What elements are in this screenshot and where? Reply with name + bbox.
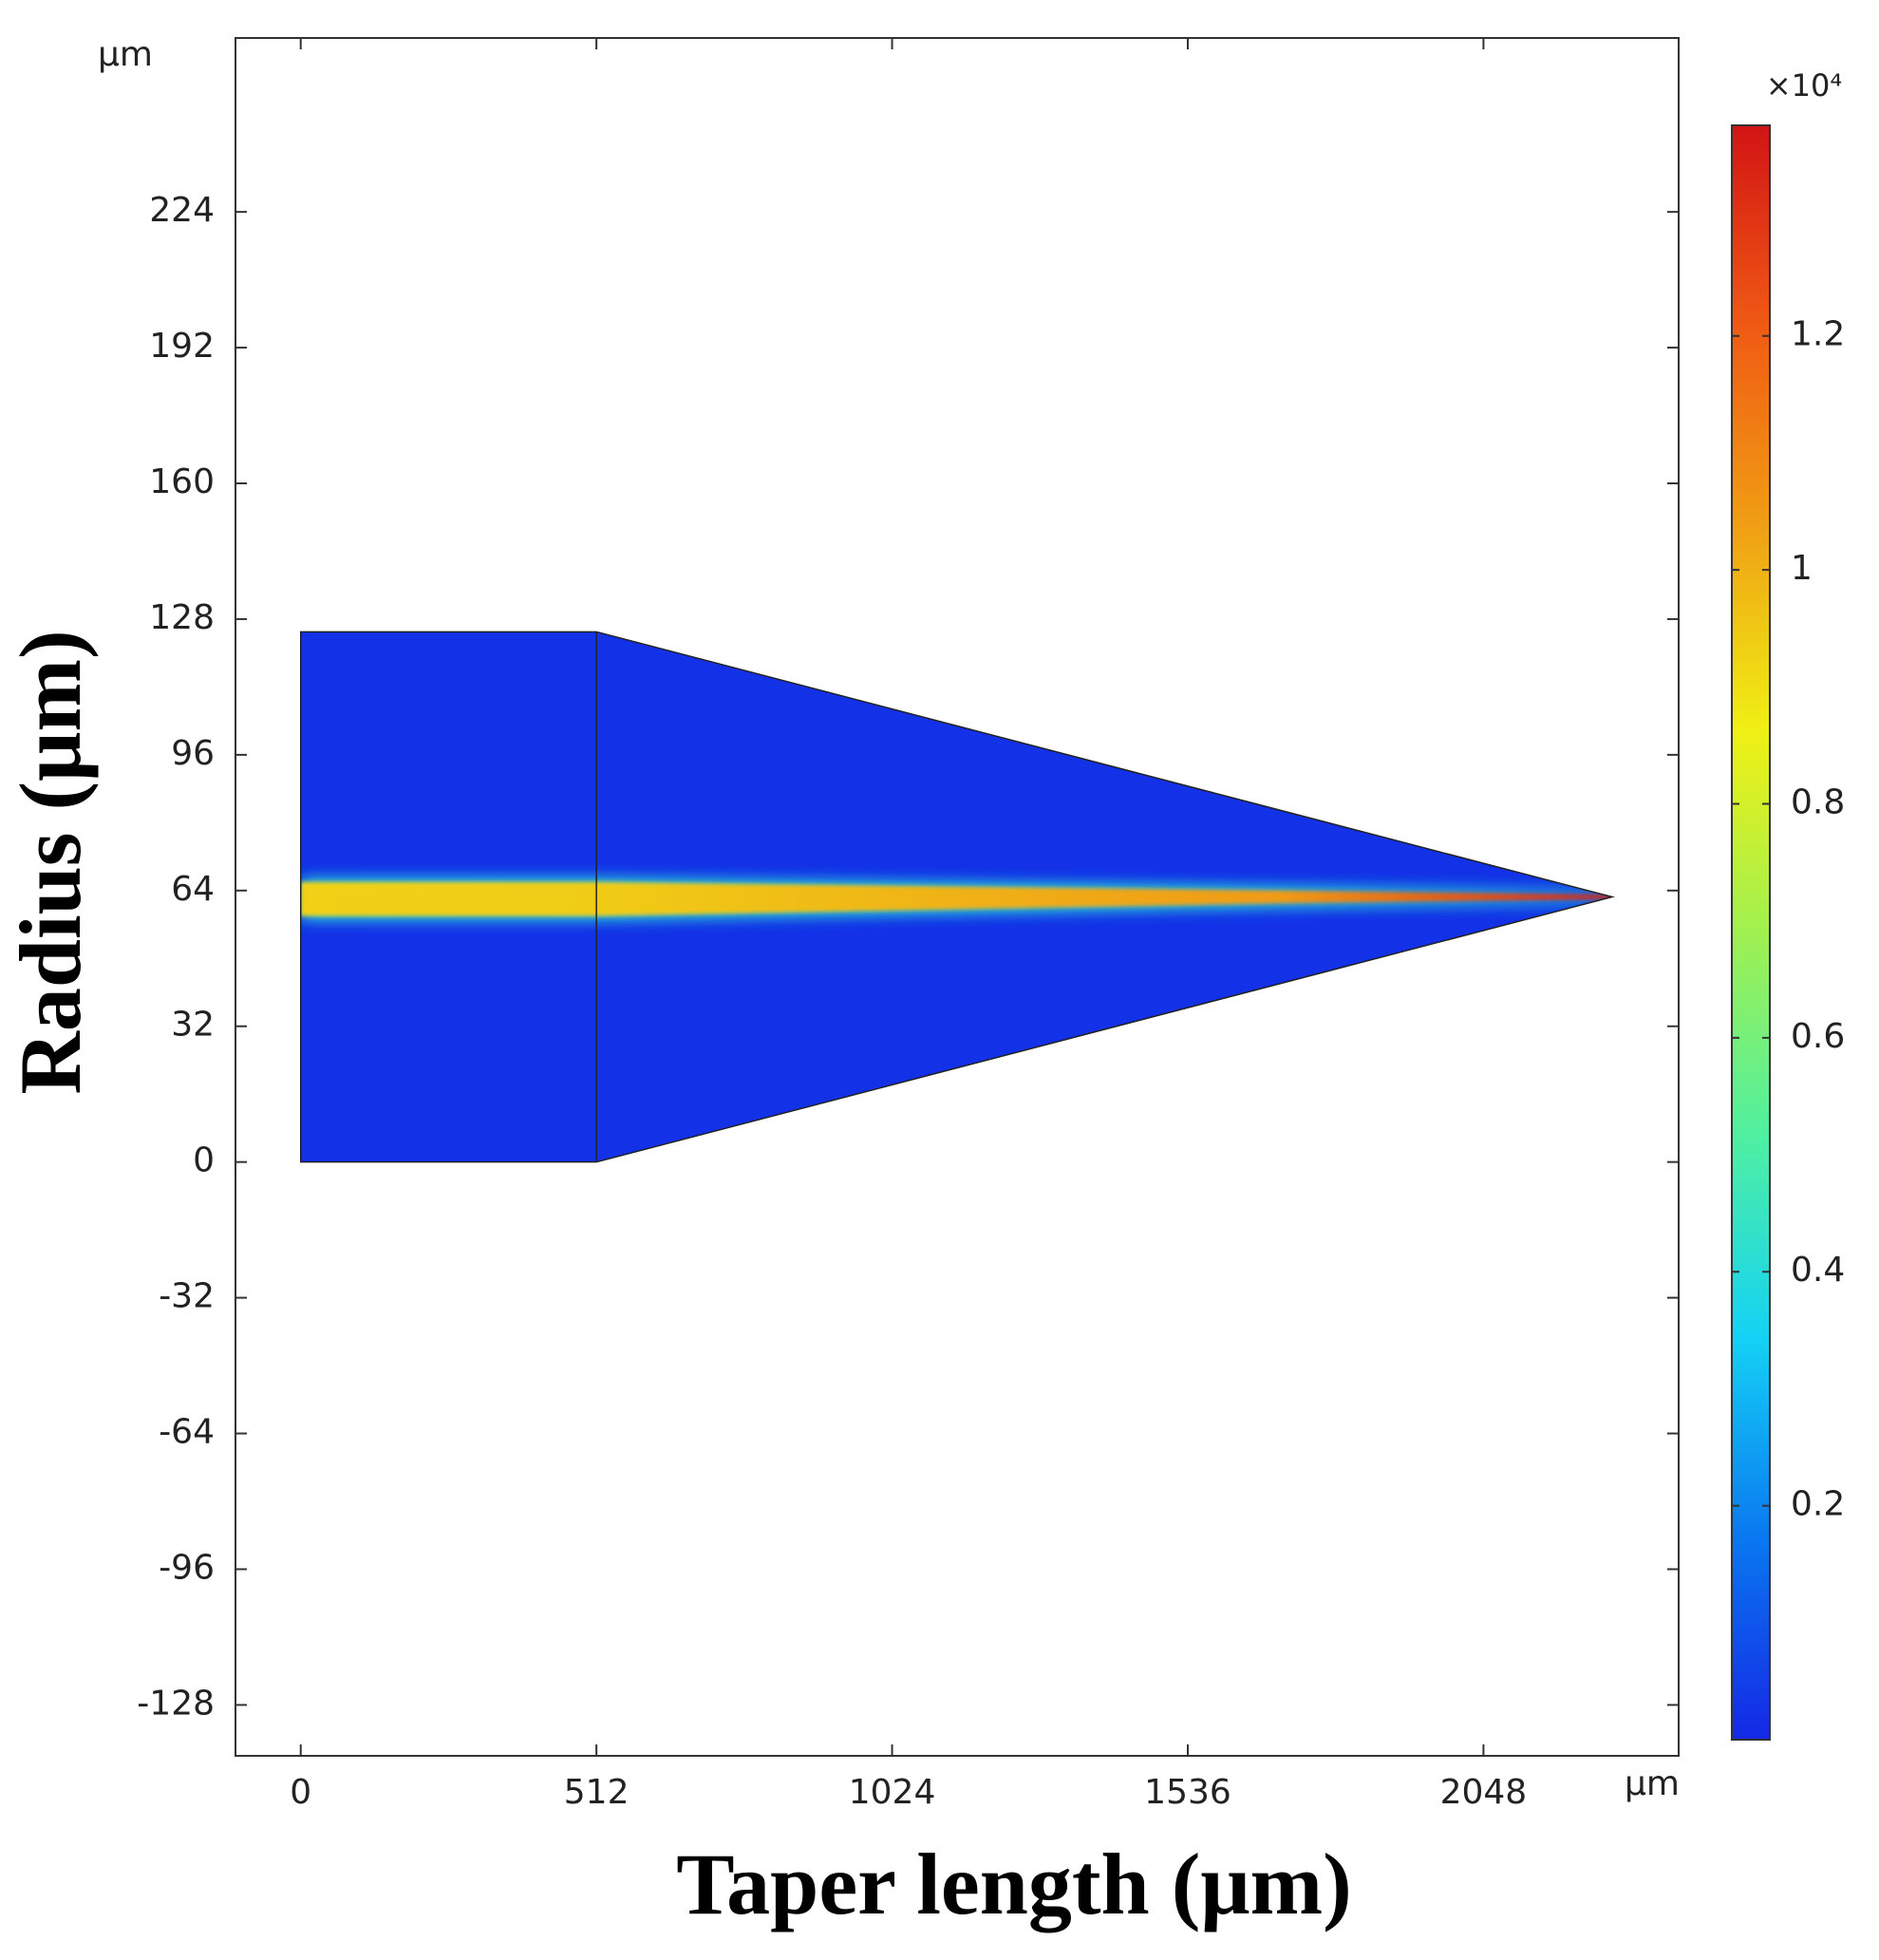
plot-frame [235,37,1680,1757]
y-tick-label: 224 [149,191,215,230]
x-tick-label: 1536 [1144,1773,1231,1812]
colorbar-tick-label: 1 [1791,549,1813,588]
colorbar-tick-label: 0.6 [1791,1017,1845,1056]
colorbar-multiplier: ×10⁴ [1766,67,1842,104]
y-tick-label: -32 [159,1277,215,1316]
y-unit: μm [98,35,153,74]
y-tick-label: 128 [149,598,215,637]
y-axis-title: Radius (μm) [2,630,99,1094]
colorbar-tick-label: 0.2 [1791,1485,1845,1524]
y-tick-label: 32 [171,1006,215,1045]
x-tick-label: 1024 [849,1773,936,1812]
x-tick-label: 0 [290,1773,311,1812]
y-tick-label: 160 [149,462,215,501]
core-group [300,881,1613,916]
colorbar [1731,124,1771,1741]
y-tick-label: 192 [149,327,215,366]
x-tick-label: 512 [564,1773,629,1812]
y-tick-label: -96 [159,1548,215,1587]
core [300,881,1613,916]
geometry-outline [299,631,1616,1163]
x-tick-label: 2048 [1440,1773,1528,1812]
colorbar-tick-label: 0.4 [1791,1251,1845,1290]
y-tick-label: 0 [193,1141,215,1180]
y-tick-label: -128 [137,1684,215,1723]
colorbar-tick-label: 1.2 [1791,315,1845,354]
x-unit: μm [1625,1764,1680,1803]
y-tick-label: -64 [159,1413,215,1452]
y-tick-label: 64 [171,870,215,909]
x-axis-title: Taper length (μm) [676,1836,1352,1932]
y-tick-label: 96 [171,734,215,773]
colorbar-tick-label: 0.8 [1791,782,1845,821]
